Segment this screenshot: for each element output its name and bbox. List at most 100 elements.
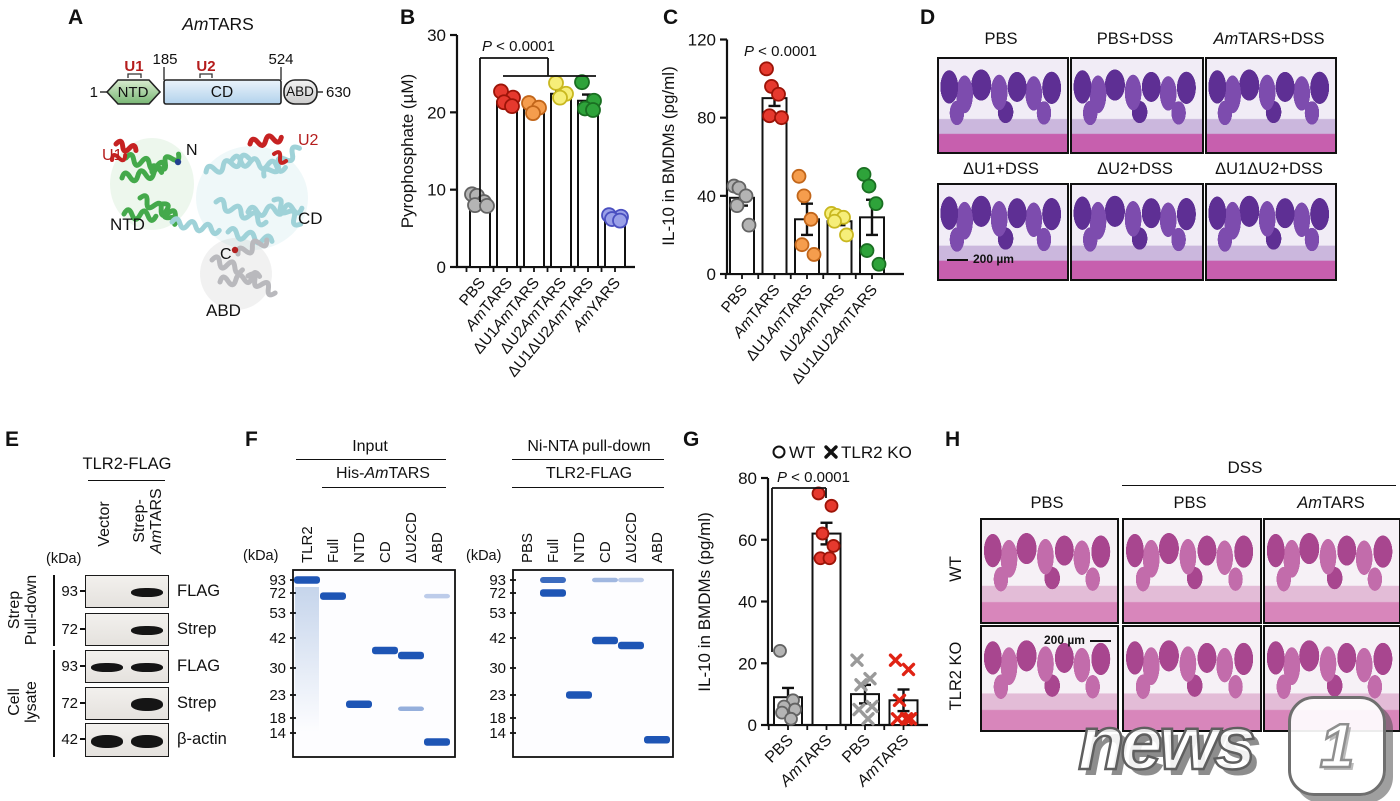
histology-image [980, 625, 1119, 732]
scale-bar-label: 200 µm [1044, 633, 1085, 647]
bar [550, 92, 572, 268]
blot-band [131, 734, 163, 748]
kda-marker-tick [80, 590, 85, 592]
scale-bar: 200 µm [1044, 633, 1111, 647]
gel-band [592, 577, 618, 583]
gel-header-underline [296, 459, 446, 460]
blot-strip [85, 613, 169, 646]
gel-smear [295, 587, 319, 732]
gel-band [618, 577, 644, 583]
gel-lane-label: NTD [571, 532, 588, 563]
gel-lane-label: TLR2 [299, 526, 316, 563]
abd-structure-label: ABD [206, 301, 241, 320]
data-point [815, 526, 830, 541]
x-category-label: PBS [762, 732, 797, 767]
u2-structure-label: U2 [298, 132, 319, 149]
panel-a-label: A [68, 6, 84, 29]
scale-bar-line [947, 258, 968, 262]
gel-band [540, 577, 566, 583]
antibody-label: FLAG [177, 582, 221, 600]
kda-marker-label: 72 [61, 695, 78, 712]
data-point [552, 89, 568, 106]
blot-band [131, 588, 163, 597]
antibody-label: β-actin [177, 730, 227, 748]
ribbon-helix [235, 237, 270, 257]
blot-strip [85, 723, 169, 757]
bar [523, 108, 545, 269]
gel-header-underline [512, 487, 664, 488]
histology-image [1070, 57, 1204, 154]
gel-lane-label: ΔU2CD [403, 512, 420, 563]
blot-band [131, 626, 163, 635]
scale-bar-line [1089, 639, 1111, 643]
histology-title: ΔU2+DSS [1097, 160, 1173, 178]
group-label-line: Cell [6, 688, 23, 716]
blot-header: TLR2-FLAG [82, 455, 172, 473]
group-bracket [53, 575, 55, 646]
data-point [826, 539, 841, 553]
data-point [585, 102, 601, 118]
cd-domain-shape [163, 79, 282, 105]
abd-label: ABD [286, 84, 314, 99]
data-point [899, 712, 914, 726]
data-point [903, 712, 918, 726]
antibody-label: Strep [177, 620, 217, 638]
histology-title: PBS+DSS [1096, 30, 1174, 48]
data-point [861, 712, 875, 726]
y-tick-label: 30 [427, 26, 446, 45]
kda-label: (kDa) [46, 551, 82, 567]
y-axis-title: IL-10 in BMDMs (pg/ml) [698, 512, 714, 691]
histology-image [1070, 183, 1204, 281]
gel-band [346, 700, 372, 708]
lane-label-line: Strep- [131, 499, 148, 543]
dss-underline [1122, 485, 1396, 486]
ribbon-helix [209, 254, 245, 276]
blot-band [91, 734, 123, 748]
bar [496, 100, 518, 269]
kda-marker-label: 42 [269, 630, 286, 647]
gel-lane-label: ABD [429, 532, 446, 563]
histology-image [1205, 57, 1337, 154]
row-label-tlr2ko: TLR2 KO [947, 641, 965, 711]
ribbon-helix [272, 150, 289, 165]
legend-circle-icon [772, 445, 786, 459]
ribbon-helix [110, 152, 128, 163]
data-point [771, 86, 786, 102]
gel-band [424, 593, 450, 599]
row-label-wt: WT [947, 556, 965, 582]
legend-ko-label: TLR2 KO [841, 443, 912, 462]
kda-marker-label: 42 [61, 731, 78, 748]
kda-marker-label: 23 [489, 687, 506, 704]
data-point [892, 693, 907, 707]
data-point [868, 196, 884, 212]
histology-image [1122, 518, 1262, 624]
histology-title: ΔU1ΔU2+DSS [1215, 160, 1323, 178]
data-point [741, 217, 757, 233]
y-tick-label: 0 [707, 265, 716, 284]
u2-label: U2 [196, 58, 215, 75]
gel-band [320, 592, 346, 600]
histology-title: PBS [984, 30, 1018, 48]
data-point [774, 110, 789, 126]
kda-marker-tick [80, 628, 85, 630]
p-value-label: P < 0.0001 [744, 43, 817, 60]
y-tick-label: 20 [427, 103, 446, 122]
gel-band [398, 706, 424, 712]
panel-e-label: E [5, 428, 20, 451]
kda-marker-label: 72 [269, 585, 286, 602]
scale-bar-label: 200 µm [973, 252, 1014, 266]
histology-image [1205, 183, 1337, 281]
data-point [796, 188, 812, 204]
gel-box [292, 569, 456, 758]
y-axis-title: Pyrophosphate (µM) [398, 74, 417, 228]
gel-band [372, 646, 398, 655]
y-tick-label: 20 [738, 654, 757, 673]
panel-f-label: F [245, 428, 258, 451]
ribbon-helix [169, 216, 222, 237]
ribbon-helix [245, 271, 278, 298]
y-tick-label: 40 [697, 187, 716, 206]
residue-630: 630 [326, 84, 351, 101]
u2-region-bracket [199, 73, 213, 78]
